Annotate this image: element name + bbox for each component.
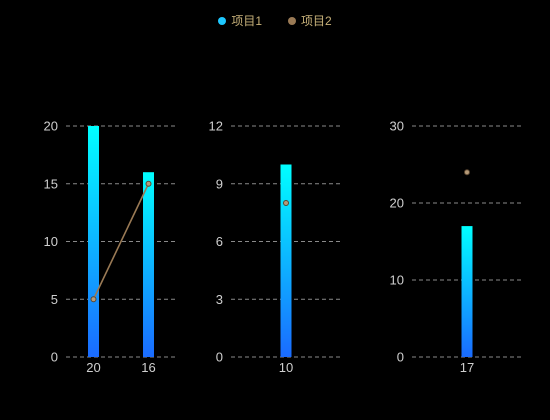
- bar: [88, 126, 99, 357]
- y-tick-label: 30: [390, 119, 404, 134]
- line-point: [90, 296, 97, 303]
- legend-label-series-1: 项目1: [231, 14, 262, 28]
- line-point: [145, 180, 152, 187]
- y-tick-label: 15: [44, 176, 58, 191]
- y-tick-label: 3: [216, 292, 223, 307]
- y-tick-label: 20: [44, 119, 58, 134]
- x-tick-label: 16: [141, 360, 155, 375]
- legend-item-series-1[interactable]: 项目1: [218, 12, 262, 29]
- legend-marker-series-1: [218, 16, 227, 25]
- chart-panel-3: 0 10 20 30 17: [390, 119, 522, 375]
- line-point: [464, 169, 470, 176]
- y-tick-label: 6: [216, 234, 223, 249]
- bar: [461, 226, 473, 357]
- legend-item-series-2[interactable]: 项目2: [288, 12, 332, 29]
- y-tick-label: 10: [44, 234, 58, 249]
- legend-marker-series-2: [288, 16, 296, 25]
- chart-legend: 项目1 项目2: [0, 12, 550, 29]
- bar: [280, 164, 292, 357]
- x-tick-label: 17: [460, 360, 474, 375]
- y-tick-label: 10: [390, 273, 404, 288]
- chart-panel-1: 0 5 10 15 20 20 16: [44, 119, 176, 375]
- y-tick-label: 12: [209, 119, 223, 134]
- x-tick-label: 20: [86, 360, 100, 375]
- line-point: [283, 200, 289, 206]
- y-tick-label: 0: [216, 350, 223, 365]
- y-tick-label: 0: [397, 350, 404, 365]
- series-line: [92, 183, 150, 300]
- legend-label-series-2: 项目2: [301, 14, 332, 28]
- y-tick-label: 20: [390, 196, 404, 211]
- y-tick-label: 0: [51, 350, 58, 365]
- y-tick-label: 5: [51, 292, 58, 307]
- chart-panel-2: 0 3 6 9 12 10: [209, 119, 341, 375]
- bar: [143, 172, 154, 357]
- x-tick-label: 10: [279, 360, 293, 375]
- y-tick-label: 9: [216, 176, 223, 191]
